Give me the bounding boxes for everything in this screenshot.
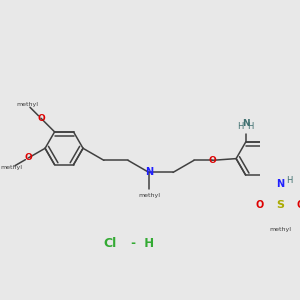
Text: O: O [297, 200, 300, 210]
Text: H: H [237, 122, 244, 131]
Text: N: N [242, 119, 249, 128]
Text: methyl: methyl [16, 102, 38, 107]
Text: N: N [276, 179, 284, 189]
Text: H: H [248, 122, 254, 131]
Text: methyl: methyl [0, 165, 22, 170]
Text: H: H [286, 176, 293, 185]
Text: methyl: methyl [138, 193, 160, 198]
Text: N: N [145, 167, 153, 177]
Text: O: O [208, 156, 216, 165]
Text: O: O [37, 114, 45, 123]
Text: O: O [255, 200, 264, 210]
Text: O: O [25, 153, 32, 162]
Text: Cl: Cl [103, 236, 116, 250]
Text: -  H: - H [127, 236, 154, 250]
Text: methyl: methyl [269, 227, 291, 232]
Text: S: S [276, 200, 284, 210]
